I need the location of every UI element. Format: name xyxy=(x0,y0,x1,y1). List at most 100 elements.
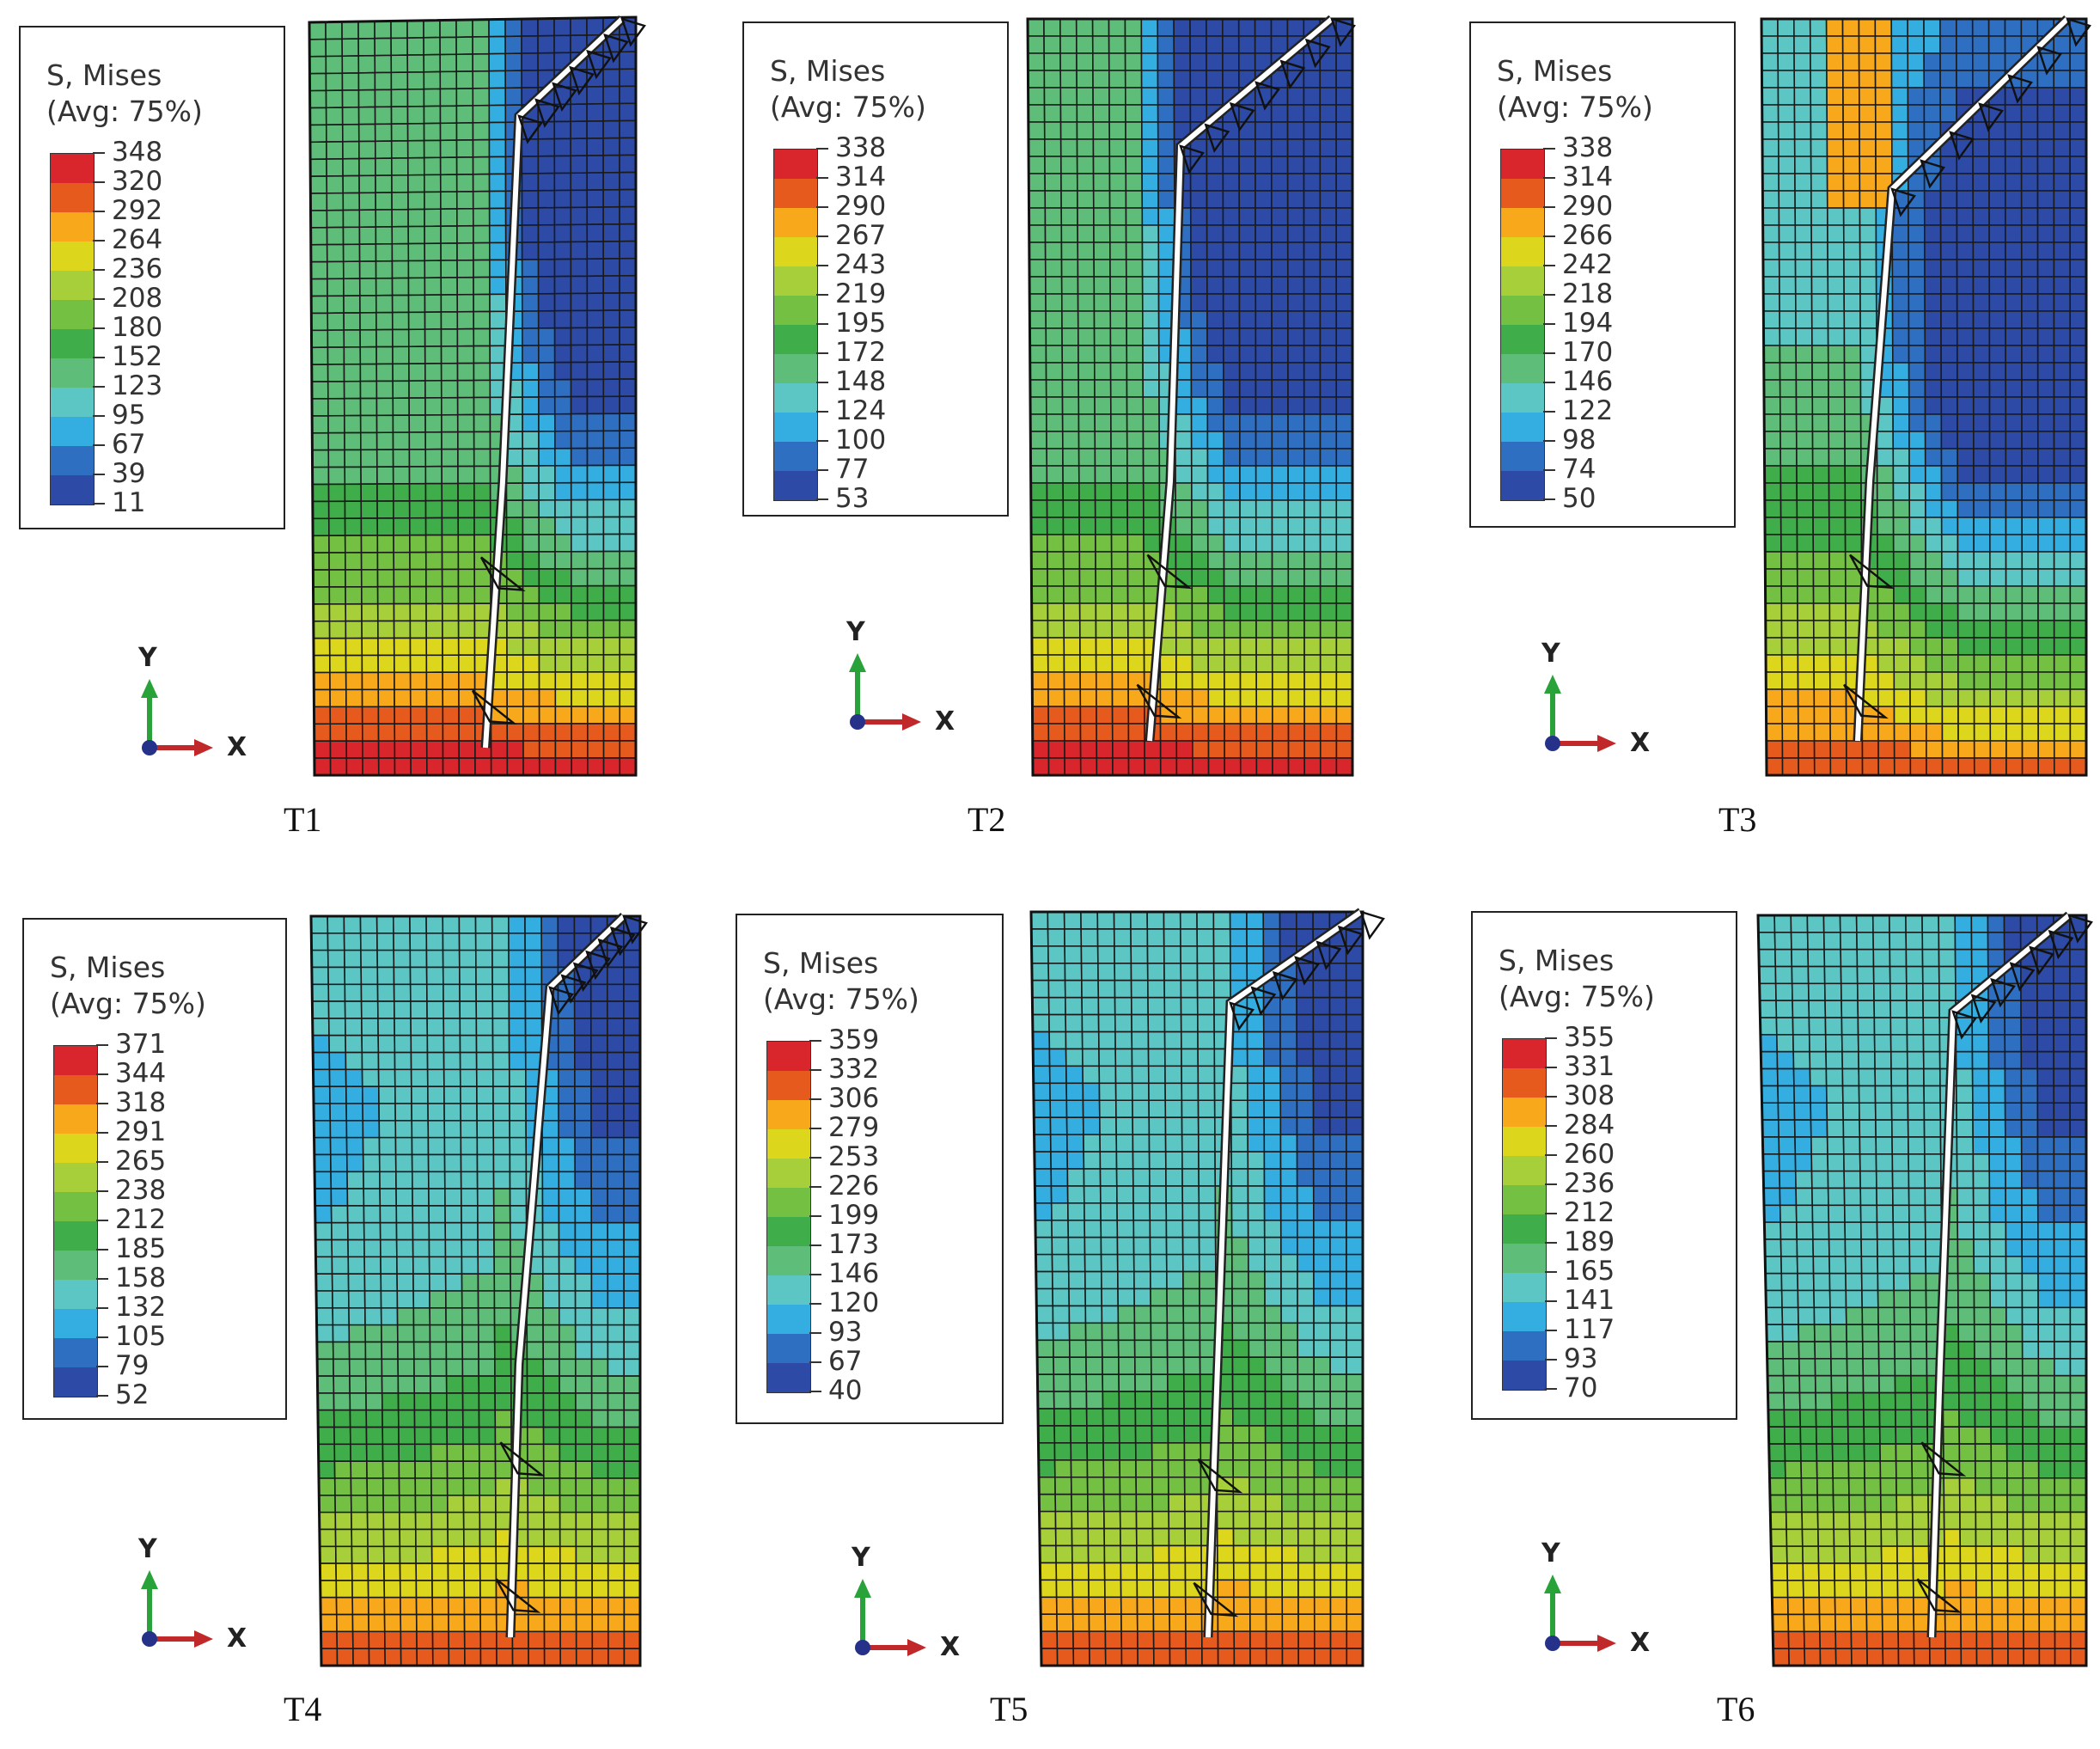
mesh-element xyxy=(607,1596,626,1616)
mesh-element xyxy=(1844,482,1862,501)
mesh-element xyxy=(1973,585,1991,604)
mesh-element xyxy=(1319,431,1338,449)
legend-tick xyxy=(96,1103,108,1104)
mesh-element xyxy=(376,983,395,1002)
mesh-element xyxy=(1052,1322,1071,1342)
mesh-element xyxy=(1270,138,1289,157)
mesh-element xyxy=(364,1324,382,1343)
mesh-element xyxy=(423,36,441,56)
mesh-element xyxy=(1052,1287,1071,1307)
mesh-element xyxy=(522,551,540,570)
mesh-element xyxy=(1099,1134,1118,1153)
mesh-element xyxy=(1148,1099,1167,1118)
mesh-element xyxy=(1319,362,1338,381)
mesh-element xyxy=(1287,327,1305,346)
mesh-element xyxy=(543,1528,561,1548)
mesh-element xyxy=(439,156,458,176)
mesh-element xyxy=(1780,534,1798,553)
mesh-element xyxy=(570,189,589,209)
mesh-element xyxy=(1328,1099,1347,1118)
mesh-element xyxy=(526,1392,545,1411)
mesh-element xyxy=(1238,207,1256,226)
boundary-condition-marker xyxy=(1146,553,1193,590)
mesh-element xyxy=(1764,568,1782,587)
mesh-element xyxy=(1078,602,1097,621)
mesh-element xyxy=(414,1528,433,1548)
mesh-element xyxy=(441,431,459,450)
mesh-element xyxy=(1142,465,1161,484)
mesh-element xyxy=(1775,1017,1794,1036)
mesh-element xyxy=(1085,1373,1104,1392)
mesh-element xyxy=(311,431,330,451)
mesh-element xyxy=(619,688,637,707)
mesh-element xyxy=(479,1613,498,1633)
mesh-element xyxy=(313,740,332,759)
mesh-element xyxy=(344,449,362,468)
mesh-element xyxy=(538,740,557,759)
mesh-element xyxy=(511,1648,529,1666)
mesh-element xyxy=(360,449,378,468)
mesh-element xyxy=(311,414,329,434)
mesh-element xyxy=(2004,35,2023,54)
mesh-element xyxy=(1287,379,1305,398)
mesh-element xyxy=(392,346,410,365)
mesh-element xyxy=(425,915,444,934)
mesh-element xyxy=(1134,1373,1152,1392)
mesh-element xyxy=(478,1392,497,1411)
mesh-element xyxy=(310,312,329,332)
mesh-element xyxy=(2053,1119,2071,1138)
mesh-element xyxy=(2005,534,2024,553)
mesh-element xyxy=(554,533,572,553)
mesh-element xyxy=(1206,224,1224,243)
mesh-element xyxy=(1076,104,1095,123)
mesh-element xyxy=(425,933,444,951)
mesh-element xyxy=(522,723,540,742)
mesh-element xyxy=(521,207,540,226)
mesh-element xyxy=(1144,757,1162,776)
mesh-element xyxy=(1924,259,1942,278)
mesh-element xyxy=(571,723,589,742)
mesh-element xyxy=(1232,1527,1251,1547)
mesh-element xyxy=(1780,585,1798,604)
mesh-element xyxy=(623,1443,641,1462)
mesh-element xyxy=(1091,35,1110,54)
mesh-element xyxy=(1281,1596,1299,1616)
mesh-element xyxy=(1247,1116,1266,1135)
mesh-element xyxy=(1842,1119,1861,1138)
mesh-element xyxy=(375,260,394,279)
mesh-element xyxy=(1169,1648,1187,1666)
mesh-element xyxy=(442,706,460,725)
mesh-element xyxy=(398,1426,416,1446)
mesh-element xyxy=(1891,327,1910,346)
mesh-element xyxy=(1313,1613,1332,1632)
mesh-element xyxy=(2053,706,2072,725)
mesh-element xyxy=(1060,276,1079,295)
mesh-element xyxy=(1051,1236,1070,1256)
mesh-element xyxy=(2037,534,2055,553)
mesh-element xyxy=(330,1188,349,1207)
mesh-element xyxy=(1133,1305,1152,1324)
mesh-element xyxy=(1055,1579,1074,1599)
legend-tick xyxy=(1543,265,1555,266)
mesh-element xyxy=(1890,104,1909,123)
mesh-element xyxy=(1841,35,1860,54)
contour-panel-t4: S, Mises (Avg: 75%) 371 344 318 291 265 238 212 1… xyxy=(0,874,699,1748)
mesh-element xyxy=(623,1596,641,1616)
mesh-element xyxy=(316,1375,335,1394)
mesh-element xyxy=(1271,465,1289,484)
mesh-element xyxy=(1822,914,1841,933)
mesh-element xyxy=(1765,654,1783,673)
mesh-element xyxy=(1232,1544,1251,1564)
mesh-element xyxy=(1286,121,1305,140)
mesh-element xyxy=(359,380,378,400)
mesh-element xyxy=(1941,723,1959,742)
mesh-element xyxy=(1761,121,1780,140)
mesh-element xyxy=(1181,1082,1200,1102)
mesh-element xyxy=(368,1630,386,1649)
mesh-element xyxy=(1329,1168,1347,1187)
mesh-element xyxy=(1761,190,1780,209)
mesh-element xyxy=(475,1018,494,1037)
mesh-element xyxy=(494,1392,512,1411)
mesh-element xyxy=(1925,499,1943,518)
mesh-element xyxy=(1033,1134,1052,1153)
